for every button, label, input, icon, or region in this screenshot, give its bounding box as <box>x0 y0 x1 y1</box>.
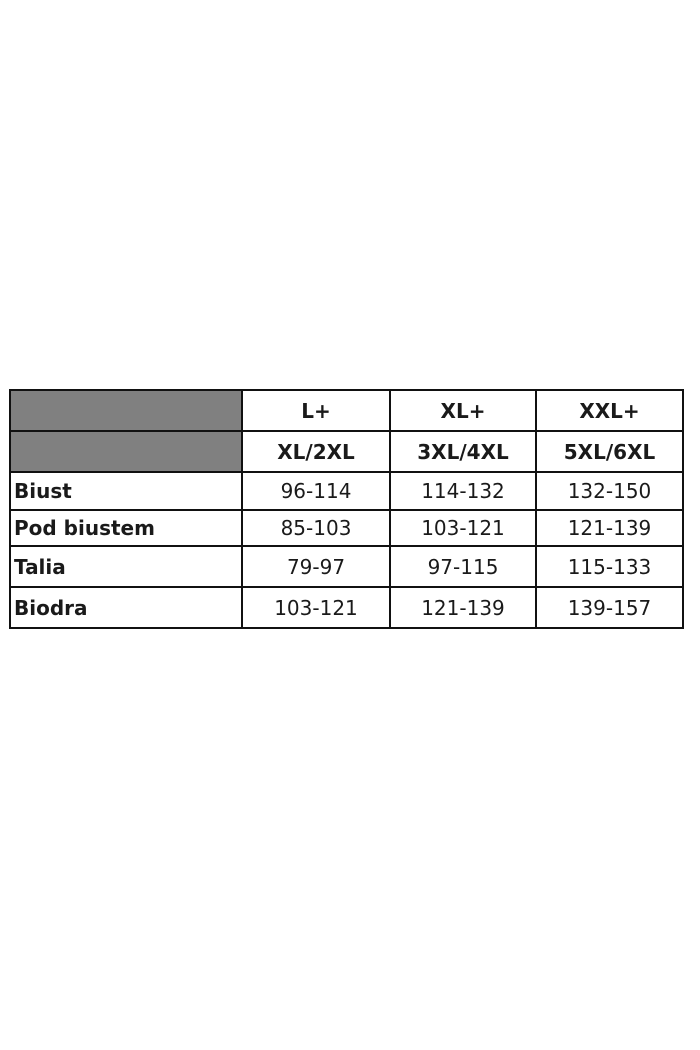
table-row: Biust 96-114 114-132 132-150 <box>9 471 684 511</box>
header-blank-cell <box>9 389 243 432</box>
size-chart-table: L+ XL+ XXL+ XL/2XL 3XL/4XL 5XL/6XL Biust… <box>9 389 684 629</box>
table-cell: 103-121 <box>241 586 391 629</box>
table-cell: 139-157 <box>535 586 684 629</box>
table-row: Talia 79-97 97-115 115-133 <box>9 545 684 588</box>
header-cell: L+ <box>241 389 391 432</box>
header-row-sizes: XL/2XL 3XL/4XL 5XL/6XL <box>9 430 684 473</box>
header-cell: XL+ <box>389 389 537 432</box>
table-cell: 85-103 <box>241 509 391 547</box>
table-cell: 121-139 <box>389 586 537 629</box>
table-cell: 79-97 <box>241 545 391 588</box>
row-label: Talia <box>9 545 243 588</box>
row-label: Biust <box>9 471 243 511</box>
header-cell: XL/2XL <box>241 430 391 473</box>
table-row: Biodra 103-121 121-139 139-157 <box>9 586 684 629</box>
row-label: Pod biustem <box>9 509 243 547</box>
table-cell: 114-132 <box>389 471 537 511</box>
table-cell: 132-150 <box>535 471 684 511</box>
header-cell: 3XL/4XL <box>389 430 537 473</box>
table-cell: 121-139 <box>535 509 684 547</box>
table-row: Pod biustem 85-103 103-121 121-139 <box>9 509 684 547</box>
table-cell: 97-115 <box>389 545 537 588</box>
row-label: Biodra <box>9 586 243 629</box>
header-cell: 5XL/6XL <box>535 430 684 473</box>
table-cell: 96-114 <box>241 471 391 511</box>
header-cell: XXL+ <box>535 389 684 432</box>
header-row-size-group: L+ XL+ XXL+ <box>9 389 684 432</box>
table-cell: 103-121 <box>389 509 537 547</box>
table-cell: 115-133 <box>535 545 684 588</box>
header-blank-cell <box>9 430 243 473</box>
